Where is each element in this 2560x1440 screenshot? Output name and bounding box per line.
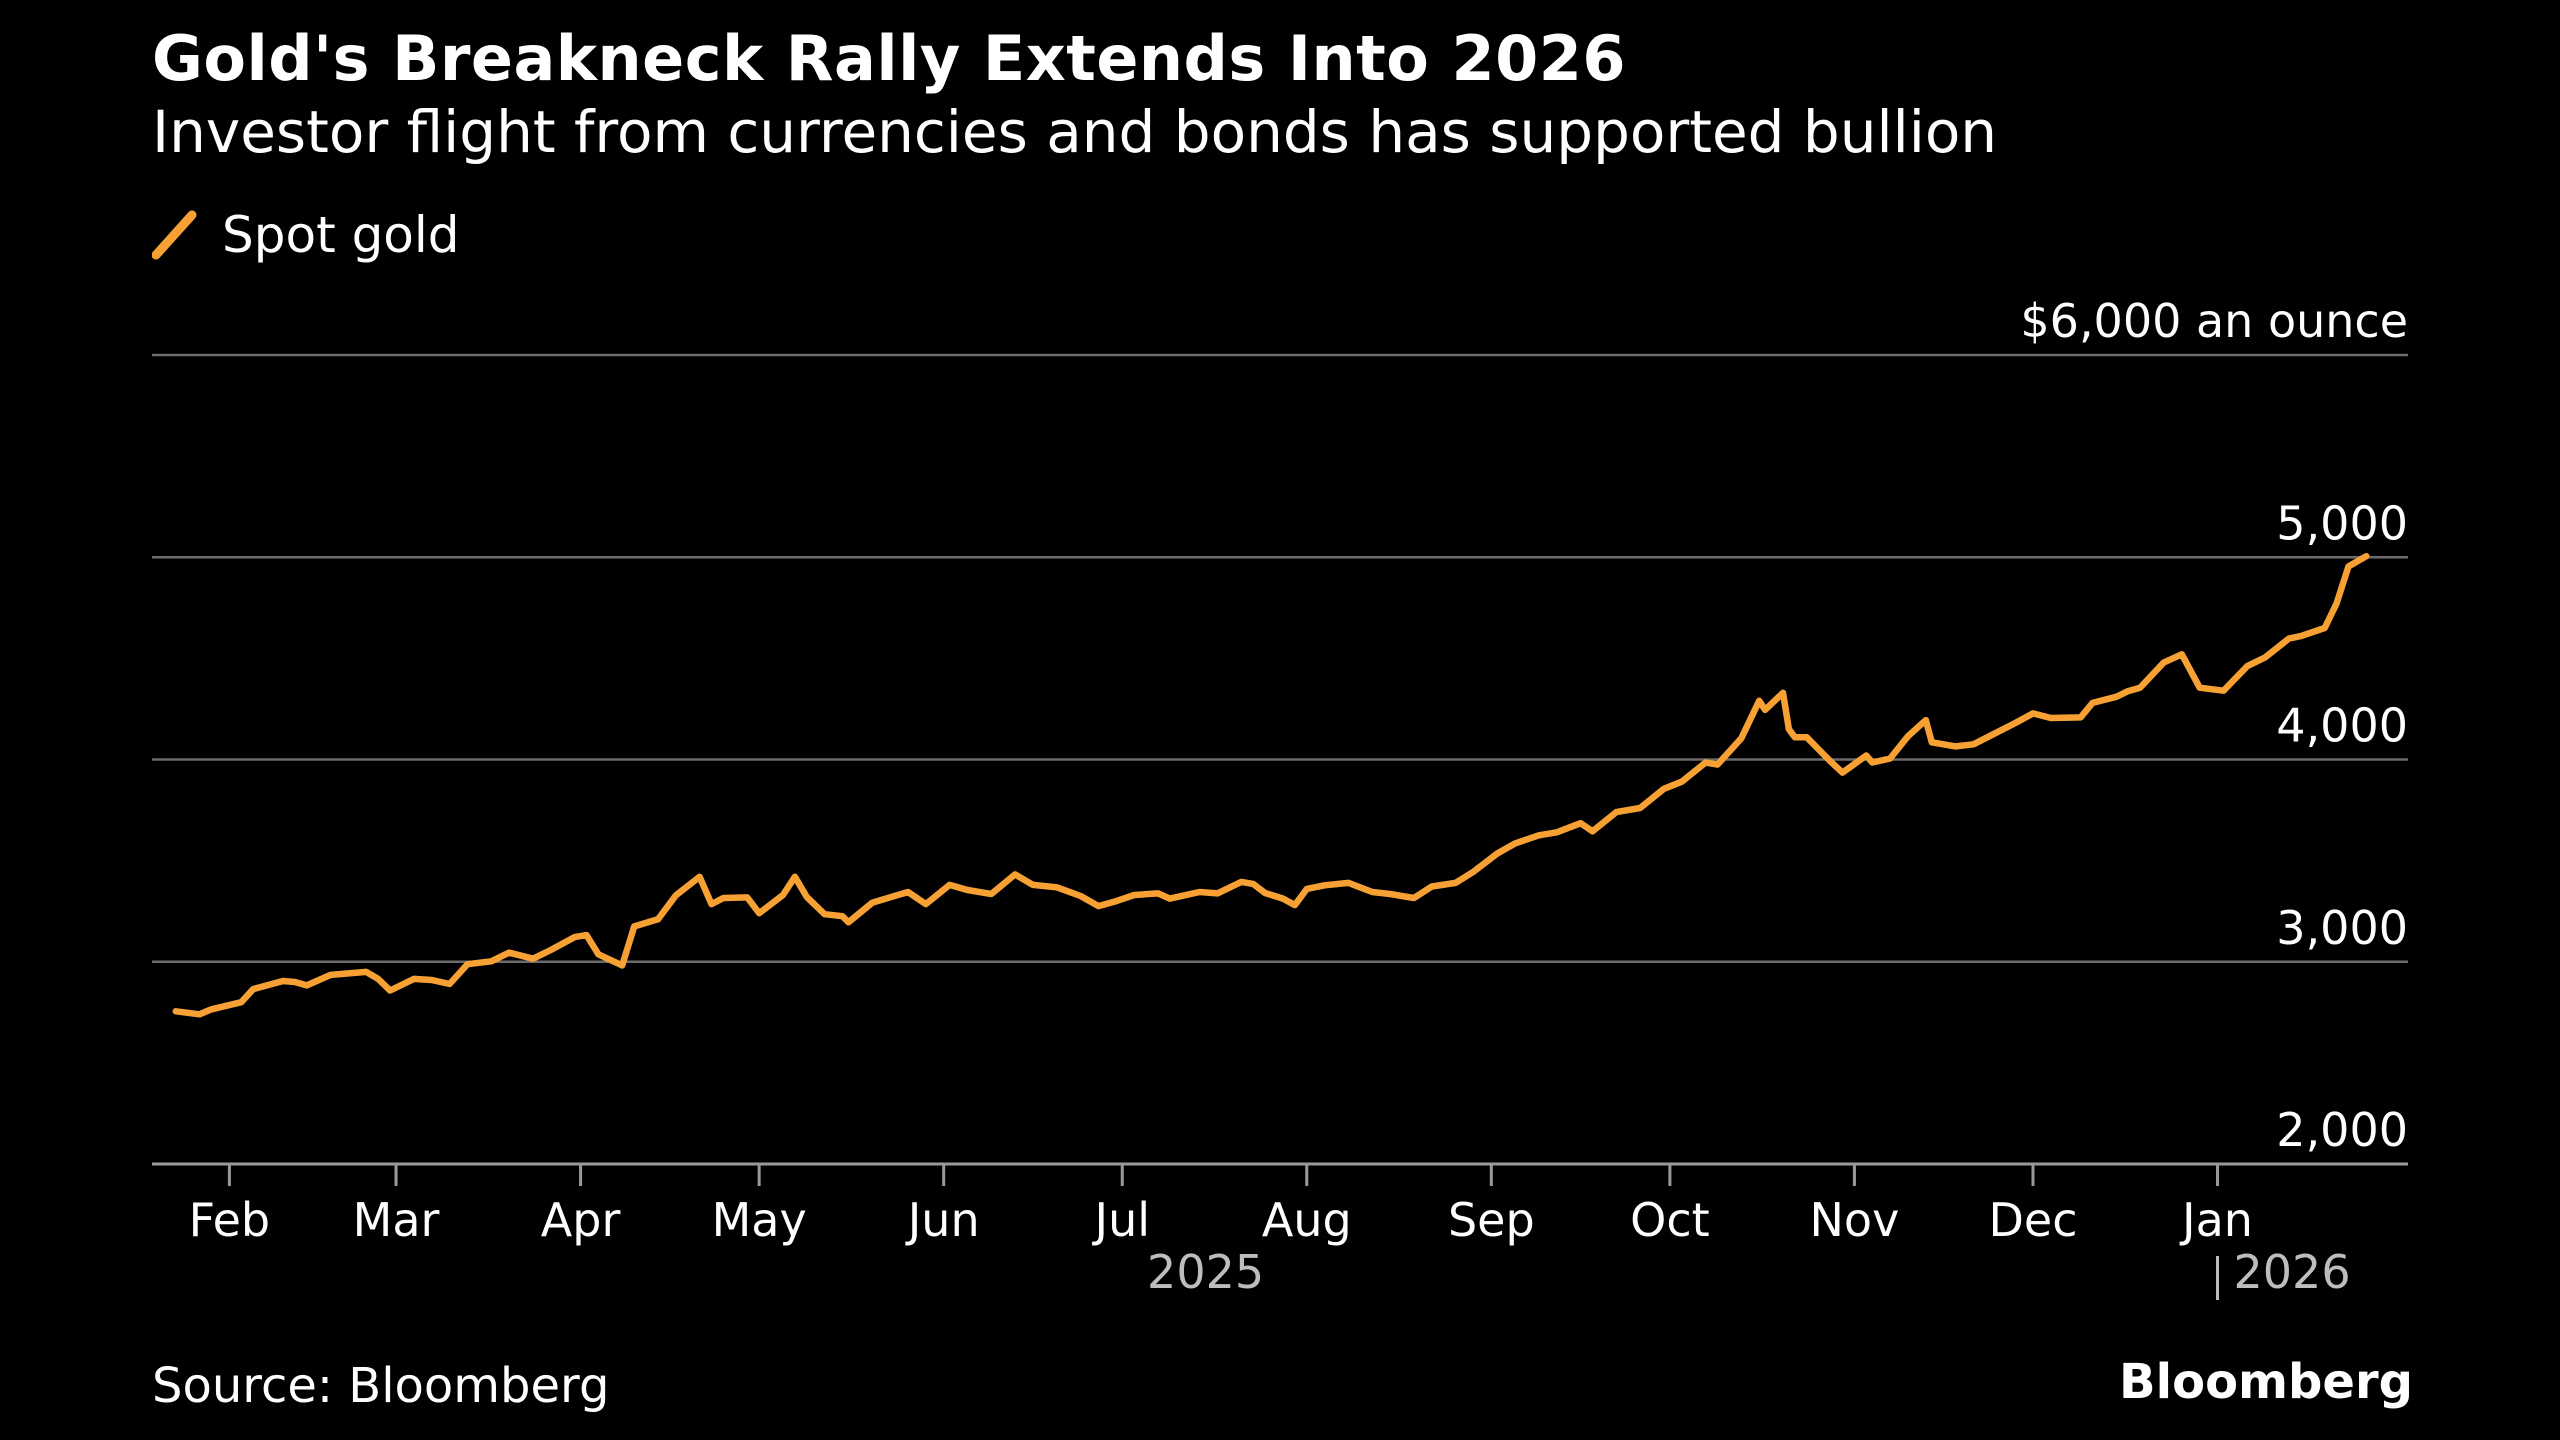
legend-label-spot-gold: Spot gold xyxy=(222,206,460,264)
x-tick-label-feb: Feb xyxy=(189,1193,270,1247)
legend-swatch-spot-gold xyxy=(152,210,197,260)
x-tick-label-mar: Mar xyxy=(353,1193,440,1247)
x-tick-label-apr: Apr xyxy=(541,1193,621,1247)
y-tick-label-6000: $6,000 an ounce xyxy=(2020,294,2408,348)
x-tick-label-nov: Nov xyxy=(1810,1193,1900,1247)
x-tick-label-sep: Sep xyxy=(1448,1193,1535,1247)
x-tick-label-oct: Oct xyxy=(1630,1193,1710,1247)
y-tick-label-5000: 5,000 xyxy=(2276,496,2408,550)
year-label-2026: 2026 xyxy=(2234,1245,2351,1299)
brand-logo: Bloomberg xyxy=(2119,1354,2413,1410)
x-tick-label-may: May xyxy=(712,1193,807,1247)
y-tick-label-2000: 2,000 xyxy=(2276,1103,2408,1157)
x-tick-label-jun: Jun xyxy=(905,1193,980,1247)
series-line-spot-gold xyxy=(172,552,2370,1018)
y-tick-label-4000: 4,000 xyxy=(2276,699,2408,753)
x-tick-label-aug: Aug xyxy=(1262,1193,1352,1247)
chart-title: Gold's Breakneck Rally Extends Into 2026 xyxy=(152,22,1627,95)
legend: Spot gold xyxy=(152,205,460,265)
chart-subtitle: Investor flight from currencies and bond… xyxy=(152,98,1998,166)
x-tick-label-jul: Jul xyxy=(1092,1193,1151,1247)
y-tick-label-3000: 3,000 xyxy=(2276,901,2408,955)
source-note: Source: Bloomberg xyxy=(152,1358,610,1414)
x-tick-label-dec: Dec xyxy=(1988,1193,2077,1247)
year-label-2025: 2025 xyxy=(1147,1245,1264,1299)
x-tick-label-jan: Jan xyxy=(2179,1193,2253,1247)
